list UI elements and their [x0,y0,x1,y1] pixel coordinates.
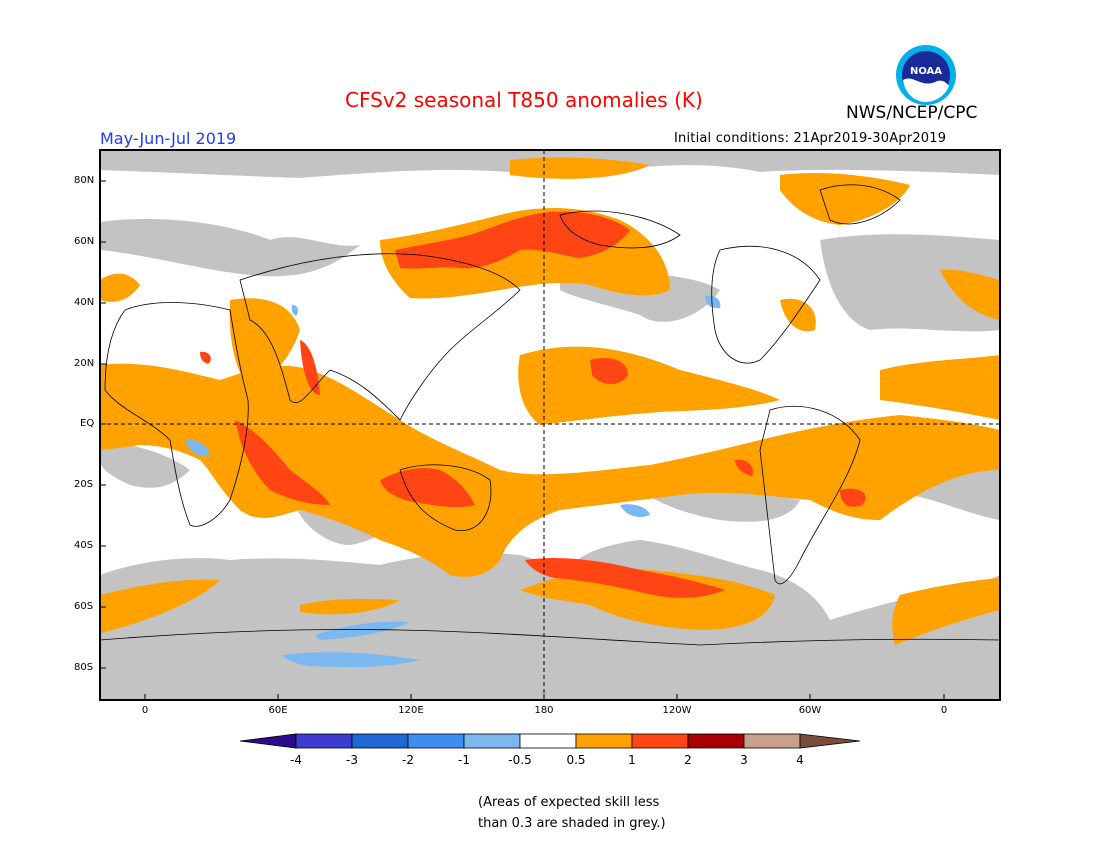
colorbar-label: -1 [458,753,470,767]
colorbar-cell-2 [351,733,409,749]
warm-anomaly-1-2 [200,211,866,598]
colorbar-arrow-low [239,733,297,749]
colorbar-cell-5 [519,733,577,749]
colorbar-cell-4 [463,733,521,749]
lon-label: 120W [662,705,692,716]
colorbar-cell-1 [295,733,353,749]
colorbar-label: 1 [628,753,636,767]
lon-label: 0 [940,705,948,716]
lat-label: 60N [74,236,95,247]
lat-label: 80N [74,175,95,186]
lon-label: 60E [268,705,288,716]
skill-note-line: (Areas of expected skill less [478,795,660,810]
colorbar-arrow-high [799,733,861,749]
colorbar-cell-6 [575,733,633,749]
colorbar-cell-8 [687,733,745,749]
colorbar [239,733,861,749]
lon-label: 0 [141,705,149,716]
map-frame [99,149,1001,701]
skill-note: (Areas of expected skill less than 0.3 a… [478,792,666,834]
coastlines [100,184,1000,646]
colorbar-cell-3 [407,733,465,749]
lat-label: 20S [74,479,94,490]
noaa-logo: NOAA [896,45,956,105]
lat-label: EQ [80,418,95,429]
colorbar-label: 2 [684,753,692,767]
colorbar-label: -0.5 [508,753,532,767]
agency-label: NWS/NCEP/CPC [846,103,978,123]
colorbar-label: 3 [740,753,748,767]
lat-label: 40N [74,297,95,308]
lat-label: 80S [74,662,94,673]
lat-label: 60S [74,601,94,612]
initial-conditions: Initial conditions: 21Apr2019-30Apr2019 [674,131,947,146]
tick-marks [100,180,945,700]
colorbar-label: 4 [796,753,804,767]
chart-title: CFSv2 seasonal T850 anomalies (K) [345,88,703,112]
lat-label: 20N [74,358,95,369]
colorbar-cell-7 [631,733,689,749]
cool-anomaly-0.5-1 [185,295,721,668]
colorbar-label: -4 [290,753,302,767]
lat-label: 40S [74,540,94,551]
lon-label: 180 [534,705,554,716]
skill-note-line: than 0.3 are shaded in grey.) [478,816,666,831]
forecast-period: May-Jun-Jul 2019 [100,129,237,148]
colorbar-label: 0.5 [566,753,586,767]
lon-label: 60W [798,705,822,716]
colorbar-cell-9 [743,733,801,749]
colorbar-label: -2 [402,753,414,767]
colorbar-label: -3 [346,753,358,767]
logo-text: NOAA [910,66,942,77]
lon-label: 120E [398,705,424,716]
